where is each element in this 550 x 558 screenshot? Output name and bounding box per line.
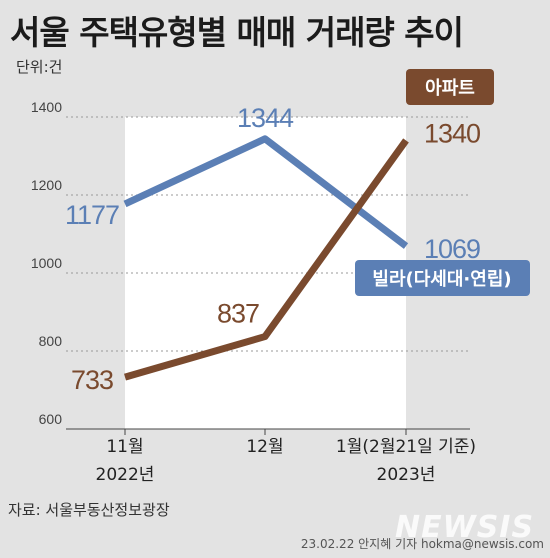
legend-villa: 빌라(다세대·연립): [355, 260, 530, 296]
legend-label-villa: 빌라(다세대·연립): [372, 269, 511, 290]
y-tick-label: 800: [39, 333, 63, 349]
source-text: 자료: 서울부동산정보광장: [8, 501, 170, 519]
x-year-label: 2022년: [96, 465, 155, 485]
credit-text: 23.02.22 안지혜 기자 hokma@newsis.com: [300, 537, 544, 551]
x-category-label: 11월: [106, 437, 143, 457]
data-label-villa: 1344: [237, 103, 294, 133]
series-line-apartment: [124, 138, 409, 381]
legend-apartment: 아파트: [406, 69, 494, 105]
y-tick-label: 1400: [31, 99, 62, 115]
legend-tag-apartment: [406, 69, 494, 105]
x-category-label: 12월: [246, 437, 283, 457]
chart-title: 서울 주택유형별 매매 거래량 추이: [10, 13, 464, 52]
data-label-villa: 1069: [424, 234, 480, 264]
y-tick-label: 1000: [31, 255, 62, 271]
unit-label: 단위:건: [16, 58, 63, 76]
data-label-villa: 1177: [65, 200, 119, 230]
watermark-logo: NEWSIS: [395, 510, 535, 545]
data-label-apartment: 837: [217, 299, 259, 329]
legend-label-apartment: 아파트: [425, 78, 475, 99]
x-category-label: 1월(2월21일 기준): [336, 437, 476, 457]
y-tick-label: 1200: [31, 177, 62, 193]
y-tick-label: 600: [39, 411, 63, 427]
data-label-apartment: 1340: [424, 118, 480, 148]
legend-tag-villa: [355, 260, 530, 296]
data-label-apartment: 733: [71, 365, 113, 395]
x-year-label: 2023년: [377, 465, 436, 485]
